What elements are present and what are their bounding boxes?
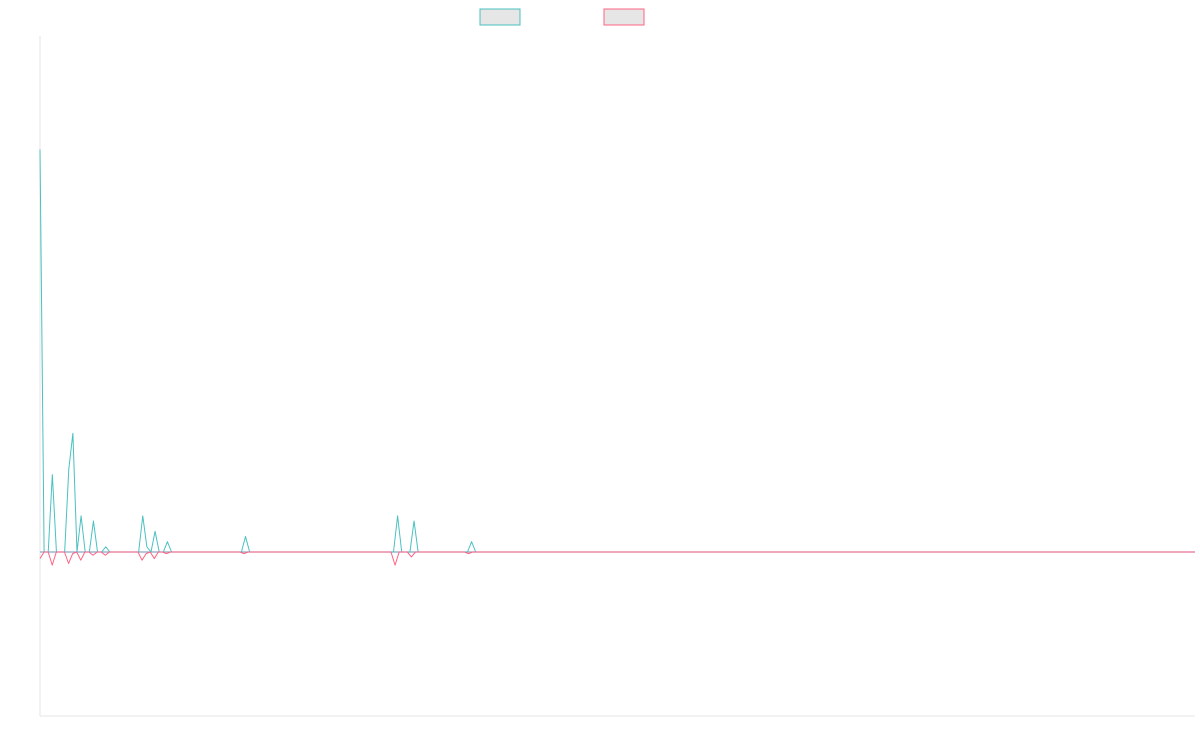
legend-swatch-1[interactable] [479,8,521,26]
series-line-2 [39,551,1195,566]
series-layer [39,149,1195,566]
plot-area [39,36,1195,717]
series-line-1 [39,149,1195,553]
legend-swatch-2[interactable] [603,8,645,26]
legend [479,8,645,26]
